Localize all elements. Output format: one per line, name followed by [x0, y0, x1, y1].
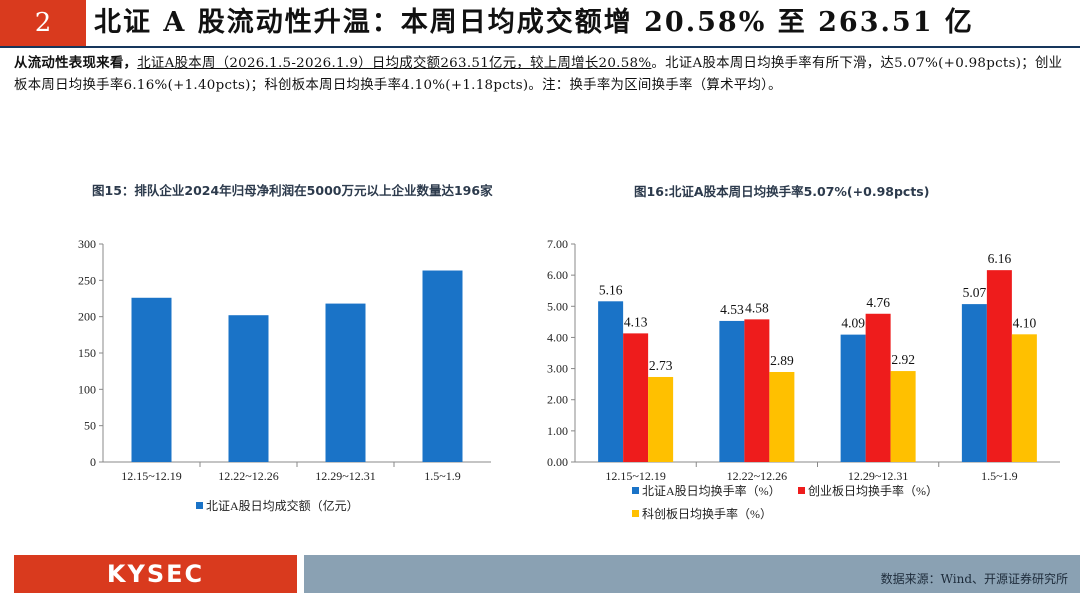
- volume-x-tick-label: 12.29~12.31: [315, 469, 376, 483]
- volume-legend-label: 北证A股日均成交额（亿元）: [206, 498, 359, 513]
- summary-paragraph: 从流动性表现来看，北证A股本周（2026.1.5-2026.1.9）日均成交额2…: [14, 52, 1064, 97]
- turnover-y-tick-label: 4.00: [547, 330, 568, 344]
- turnover-data-label: 5.16: [599, 282, 623, 297]
- turnover-bar: [719, 320, 745, 462]
- turnover-data-label: 4.53: [720, 302, 744, 317]
- turnover-data-label: 5.07: [963, 285, 987, 300]
- turnover-x-tick-label: 12.15~12.19: [605, 469, 666, 483]
- turnover-legend-swatch: [632, 487, 639, 494]
- turnover-y-tick-label: 0.00: [547, 455, 568, 469]
- volume-bar: [131, 297, 172, 462]
- turnover-data-label: 2.89: [770, 353, 794, 368]
- volume-legend-swatch: [196, 502, 203, 509]
- turnover-x-tick-label: 12.22~12.26: [727, 469, 788, 483]
- turnover-legend-swatch: [798, 487, 805, 494]
- turnover-legend-label: 科创板日均换手率（%）: [642, 506, 772, 521]
- turnover-bar: [865, 313, 891, 462]
- volume-bar: [325, 303, 366, 462]
- turnover-data-label: 4.10: [1013, 315, 1037, 330]
- turnover-bar: [623, 333, 649, 462]
- turnover-bar: [769, 371, 795, 462]
- turnover-bar: [840, 334, 866, 462]
- turnover-y-tick-label: 2.00: [547, 393, 568, 407]
- turnover-legend-label: 创业板日均换手率（%）: [808, 483, 938, 498]
- summary-lead: 从流动性表现来看，: [14, 55, 138, 71]
- kysec-logo: KYSEC: [14, 555, 297, 593]
- turnover-bar: [744, 319, 770, 462]
- turnover-bar: [890, 371, 916, 462]
- summary-highlight: 北证A股本周（2026.1.5-2026.1.9）日均成交额263.51亿元，较…: [137, 56, 652, 71]
- volume-y-tick-label: 300: [78, 237, 96, 251]
- chart-title-right: 图16:北证A股本周日均换手率5.07%(+0.98pcts): [634, 184, 930, 199]
- turnover-x-tick-label: 1.5~1.9: [981, 469, 1018, 483]
- turnover-data-label: 4.58: [745, 300, 769, 315]
- turnover-x-tick-label: 12.29~12.31: [848, 469, 909, 483]
- volume-y-tick-label: 100: [78, 382, 96, 396]
- summary-rest: 。北证A股本周日均换手率有所下滑，达5.07%(+0.98pcts)；创业板本周…: [14, 56, 1063, 93]
- turnover-legend-swatch: [632, 510, 639, 517]
- page-title: 北证 A 股流动性升温：本周日均成交额增 20.58% 至 263.51 亿: [94, 7, 974, 38]
- turnover-bar: [598, 301, 624, 462]
- volume-x-tick-label: 12.15~12.19: [121, 469, 182, 483]
- turnover-y-tick-label: 7.00: [547, 237, 568, 251]
- turnover-y-tick-label: 1.00: [547, 424, 568, 438]
- volume-y-tick-label: 150: [78, 346, 96, 360]
- volume-y-tick-label: 50: [84, 419, 96, 433]
- turnover-y-tick-label: 5.00: [547, 299, 568, 313]
- turnover-y-tick-label: 3.00: [547, 362, 568, 376]
- turnover-data-label: 4.13: [624, 314, 648, 329]
- turnover-bar: [1011, 334, 1037, 462]
- turnover-data-label: 4.76: [866, 295, 890, 310]
- section-number: 2: [0, 0, 86, 46]
- title-divider: [0, 46, 1080, 48]
- turnover-bar: [986, 270, 1012, 462]
- volume-bar: [422, 270, 463, 462]
- footer-bar: 数据来源：Wind、开源证券研究所: [304, 555, 1080, 593]
- turnover-legend-label: 北证A股日均换手率（%）: [642, 483, 781, 498]
- turnover-y-tick-label: 6.00: [547, 268, 568, 282]
- volume-x-tick-label: 1.5~1.9: [424, 469, 461, 483]
- data-source: 数据来源：Wind、开源证券研究所: [880, 572, 1068, 586]
- volume-y-tick-label: 0: [90, 455, 96, 469]
- volume-bar: [228, 315, 269, 462]
- volume-x-tick-label: 12.22~12.26: [218, 469, 279, 483]
- volume-y-tick-label: 250: [78, 273, 96, 287]
- chart-title-left: 图15：排队企业2024年归母净利润在5000万元以上企业数量达196家: [92, 183, 493, 198]
- turnover-bar: [961, 304, 987, 462]
- turnover-data-label: 6.16: [988, 251, 1012, 266]
- volume-y-tick-label: 200: [78, 310, 96, 324]
- turnover-data-label: 2.73: [649, 358, 673, 373]
- turnover-data-label: 4.09: [841, 316, 865, 331]
- turnover-bar: [648, 376, 674, 462]
- turnover-data-label: 2.92: [891, 352, 915, 367]
